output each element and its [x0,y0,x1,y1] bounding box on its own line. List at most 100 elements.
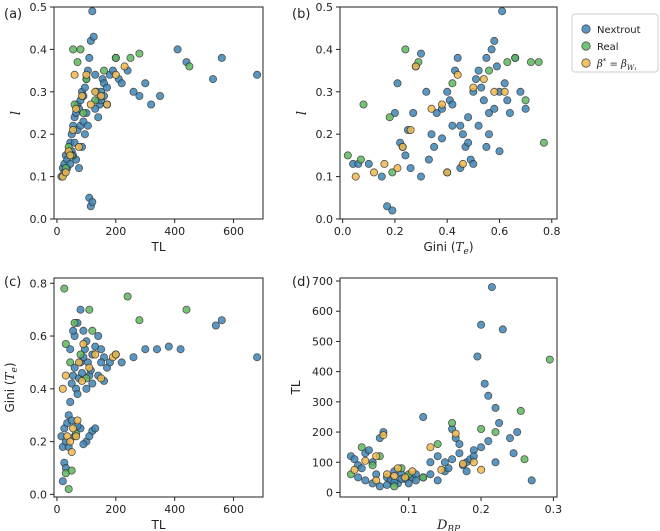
data-point [217,316,226,325]
data-point [73,416,82,425]
data-point [426,443,435,452]
data-point [408,467,417,476]
data-point [430,142,439,151]
data-point [484,391,493,400]
series-beta [350,429,486,485]
data-point [111,53,120,62]
data-point [480,379,489,388]
data-point [364,446,373,455]
data-point [382,470,391,479]
x-tick-label: 0.1 [400,503,418,516]
data-point [490,87,499,96]
data-point [357,443,366,452]
legend-label: Nextrout [597,25,641,36]
data-point [91,350,100,359]
y-tick-label: 100 [312,456,333,469]
x-tick-label: 0.8 [543,225,561,238]
data-point [173,45,182,54]
data-point [369,168,378,177]
data-point [85,432,94,441]
data-point [357,464,366,473]
data-point [94,113,103,122]
data-point [484,130,493,139]
data-point [61,339,70,348]
y-tick-label: 200 [312,426,333,439]
data-point [527,476,536,485]
data-point [539,138,548,147]
data-point [155,92,164,101]
x-tick-label: 400 [164,503,185,516]
panel-a: 0 200 400 600 0.0 0.1 0.2 0.3 0.4 0.5 TL l (a) [4,1,264,254]
data-point [111,350,120,359]
data-point [521,104,530,113]
data-point [94,331,103,340]
data-point [88,197,97,206]
data-point [117,79,126,88]
x-tick-label: 0.0 [334,225,352,238]
data-point [129,353,138,362]
data-point [491,458,500,467]
data-point [66,397,75,406]
data-point [100,66,109,75]
data-point [185,62,194,71]
x-tick-label: 0.2 [472,503,490,516]
data-point [390,471,399,480]
data-point [103,83,112,92]
data-point [427,104,436,113]
y-axis-label: TL [289,380,303,395]
data-point [484,66,493,75]
data-point [437,465,446,474]
data-point [103,100,112,109]
data-point [67,379,76,388]
x-tick-label: 400 [164,225,185,238]
legend-frame [571,13,659,73]
series-real [60,284,191,494]
data-point [511,53,520,62]
data-point [66,437,75,446]
data-point [379,431,388,440]
series-nextrout [349,7,530,215]
data-point [477,443,486,452]
data-point [152,345,161,354]
data-point [354,473,363,482]
data-point [401,151,410,160]
data-point [66,358,75,367]
data-point [351,172,360,181]
data-point [440,458,449,467]
data-point [117,358,126,367]
data-point [453,53,462,62]
panel-b: 0.0 0.2 0.4 0.6 0.8 0.0 0.1 0.2 0.3 0.4 0.5 Gini (T… [292,1,561,257]
data-point [393,464,402,473]
y-tick-label: 0.1 [316,171,334,184]
plot-frame [339,6,558,220]
data-point [388,206,397,215]
y-tick-label: 0.0 [30,488,48,501]
legend-label: β* = βW₁ [596,57,637,72]
data-point [361,476,370,485]
data-point [404,479,413,488]
data-point [69,126,78,135]
data-point [477,320,486,329]
panel-c: 0 200 400 600 0.0 0.2 0.4 0.6 0.8 TL Gini (Te) (c) [3,275,264,531]
data-point [479,75,488,84]
y-tick-label: 400 [312,366,333,379]
y-tick-label: 0.4 [30,383,48,396]
data-point [474,121,483,130]
data-point [70,363,79,372]
data-point [477,424,486,433]
data-point [495,147,504,156]
data-point [82,70,91,79]
data-point [433,440,442,449]
data-point [380,159,389,168]
data-point [111,70,120,79]
data-point [464,113,473,122]
data-point [492,62,501,71]
data-point [516,87,525,96]
data-point [78,368,87,377]
data-point [509,449,518,458]
data-point [123,292,132,301]
data-point [411,62,420,71]
data-point [453,70,462,79]
data-point [469,458,478,467]
